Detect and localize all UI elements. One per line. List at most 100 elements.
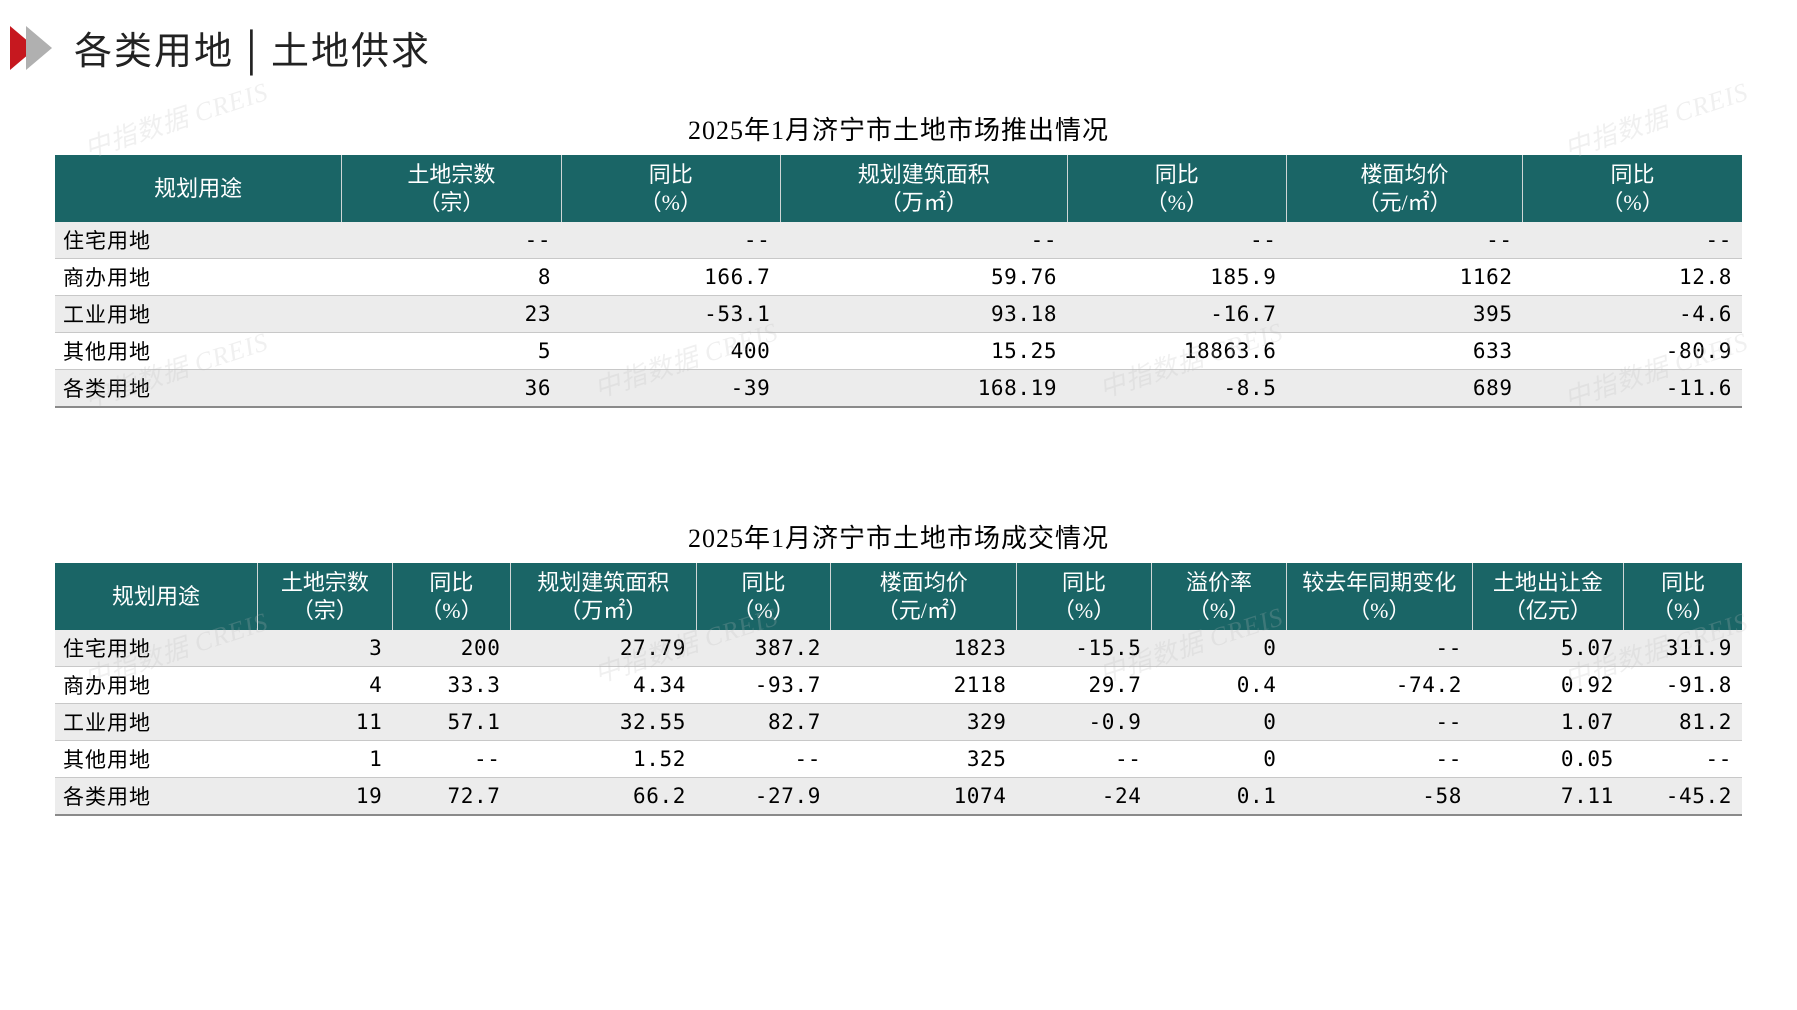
- table1-row: 各类用地36-39168.19-8.5689-11.6: [55, 370, 1742, 408]
- table2-cell: 1823: [831, 630, 1017, 667]
- table1-cell: 168.19: [780, 370, 1067, 408]
- table2-cell: 19: [257, 778, 392, 816]
- table1-cell: 166.7: [561, 259, 780, 296]
- table2-cell: 387.2: [696, 630, 831, 667]
- table2-category: 商办用地: [55, 667, 257, 704]
- slide-header: 各类用地│土地供求: [10, 20, 1797, 75]
- table2-cell: 325: [831, 741, 1017, 778]
- table2-cell: 1074: [831, 778, 1017, 816]
- table1-cell: -8.5: [1067, 370, 1286, 408]
- table2-cell: 0: [1152, 704, 1287, 741]
- table2-cell: -58: [1286, 778, 1472, 816]
- table1-row: 商办用地8166.759.76185.9116212.8: [55, 259, 1742, 296]
- table2-cell: 11: [257, 704, 392, 741]
- table1-category: 各类用地: [55, 370, 342, 408]
- table2-cell: 5.07: [1472, 630, 1624, 667]
- table1-cell: -39: [561, 370, 780, 408]
- table2-cell: -27.9: [696, 778, 831, 816]
- table1-cell: --: [342, 222, 561, 259]
- table2-cell: 66.2: [510, 778, 696, 816]
- table1-cell: 23: [342, 296, 561, 333]
- table1-col-1: 土地宗数（宗）: [342, 155, 561, 222]
- table1-title: 2025年1月济宁市土地市场推出情况: [55, 110, 1742, 147]
- table1-category: 商办用地: [55, 259, 342, 296]
- title-left: 各类用地: [74, 31, 234, 73]
- page-title: 各类用地│土地供求: [74, 20, 431, 75]
- table2-cell: --: [1286, 704, 1472, 741]
- table1-cell: -4.6: [1523, 296, 1742, 333]
- table2-col-4: 同比（%）: [696, 563, 831, 630]
- table2-category: 各类用地: [55, 778, 257, 816]
- table2-row: 其他用地1--1.52--325--0--0.05--: [55, 741, 1742, 778]
- table2-cell: --: [696, 741, 831, 778]
- table1-category: 工业用地: [55, 296, 342, 333]
- table1-col-6: 同比（%）: [1523, 155, 1742, 222]
- table2-cell: 0: [1152, 630, 1287, 667]
- table1-cell: --: [1067, 222, 1286, 259]
- table1-cell: 689: [1286, 370, 1522, 408]
- table1-col-3: 规划建筑面积（万㎡）: [780, 155, 1067, 222]
- table2-cell: 29.7: [1017, 667, 1152, 704]
- slide: 中指数据 CREIS中指数据 CREIS中指数据 CREIS中指数据 CREIS…: [0, 0, 1797, 1010]
- table2-col-9: 土地出让金（亿元）: [1472, 563, 1624, 630]
- table1-cell: --: [561, 222, 780, 259]
- table2-row: 住宅用地320027.79387.21823-15.50--5.07311.9: [55, 630, 1742, 667]
- table2-cell: -93.7: [696, 667, 831, 704]
- table2-cell: 0.05: [1472, 741, 1624, 778]
- content-area: 2025年1月济宁市土地市场推出情况 规划用途土地宗数（宗）同比（%）规划建筑面…: [0, 110, 1797, 816]
- table1-col-5: 楼面均价（元/㎡）: [1286, 155, 1522, 222]
- table2-cell: 0: [1152, 741, 1287, 778]
- table2-col-3: 规划建筑面积（万㎡）: [510, 563, 696, 630]
- table1-cell: 93.18: [780, 296, 1067, 333]
- table2-cell: 0.1: [1152, 778, 1287, 816]
- table2-category: 住宅用地: [55, 630, 257, 667]
- table-launch: 规划用途土地宗数（宗）同比（%）规划建筑面积（万㎡）同比（%）楼面均价（元/㎡）…: [55, 155, 1742, 408]
- table2-cell: -91.8: [1624, 667, 1742, 704]
- table2-cell: 33.3: [392, 667, 510, 704]
- table2-row: 工业用地1157.132.5582.7329-0.90--1.0781.2: [55, 704, 1742, 741]
- table1-cell: -16.7: [1067, 296, 1286, 333]
- table1-category: 住宅用地: [55, 222, 342, 259]
- table2-cell: 81.2: [1624, 704, 1742, 741]
- table2-cell: 27.79: [510, 630, 696, 667]
- table2-cell: -0.9: [1017, 704, 1152, 741]
- table1-cell: 8: [342, 259, 561, 296]
- table2-cell: 82.7: [696, 704, 831, 741]
- table2-cell: 1: [257, 741, 392, 778]
- table1-col-0: 规划用途: [55, 155, 342, 222]
- table1-cell: 36: [342, 370, 561, 408]
- table1-cell: 1162: [1286, 259, 1522, 296]
- table2-cell: 1.07: [1472, 704, 1624, 741]
- table2-cell: 3: [257, 630, 392, 667]
- table1-cell: 18863.6: [1067, 333, 1286, 370]
- table2-row: 商办用地433.34.34-93.7211829.70.4-74.20.92-9…: [55, 667, 1742, 704]
- header-grey-triangle: [26, 26, 52, 70]
- table2-category: 其他用地: [55, 741, 257, 778]
- table1-cell: 59.76: [780, 259, 1067, 296]
- table2-col-7: 溢价率（%）: [1152, 563, 1287, 630]
- table2-header-row: 规划用途土地宗数（宗）同比（%）规划建筑面积（万㎡）同比（%）楼面均价（元/㎡）…: [55, 563, 1742, 630]
- table1-row: 工业用地23-53.193.18-16.7395-4.6: [55, 296, 1742, 333]
- table2-cell: 7.11: [1472, 778, 1624, 816]
- table1-col-4: 同比（%）: [1067, 155, 1286, 222]
- table-transaction: 规划用途土地宗数（宗）同比（%）规划建筑面积（万㎡）同比（%）楼面均价（元/㎡）…: [55, 563, 1742, 816]
- table1-cell: --: [1286, 222, 1522, 259]
- table2-col-8: 较去年同期变化（%）: [1286, 563, 1472, 630]
- table2-cell: 2118: [831, 667, 1017, 704]
- table1-col-2: 同比（%）: [561, 155, 780, 222]
- table2-category: 工业用地: [55, 704, 257, 741]
- table2-cell: --: [1286, 741, 1472, 778]
- table2-cell: 0.4: [1152, 667, 1287, 704]
- title-separator: │: [234, 31, 271, 73]
- table2-col-0: 规划用途: [55, 563, 257, 630]
- table2-cell: 329: [831, 704, 1017, 741]
- table1-cell: --: [780, 222, 1067, 259]
- table1-cell: 395: [1286, 296, 1522, 333]
- table1-header-row: 规划用途土地宗数（宗）同比（%）规划建筑面积（万㎡）同比（%）楼面均价（元/㎡）…: [55, 155, 1742, 222]
- table2-col-10: 同比（%）: [1624, 563, 1742, 630]
- table2-cell: 311.9: [1624, 630, 1742, 667]
- table2-col-5: 楼面均价（元/㎡）: [831, 563, 1017, 630]
- title-right: 土地供求: [271, 31, 431, 73]
- table1-cell: -53.1: [561, 296, 780, 333]
- table2-row: 各类用地1972.766.2-27.91074-240.1-587.11-45.…: [55, 778, 1742, 816]
